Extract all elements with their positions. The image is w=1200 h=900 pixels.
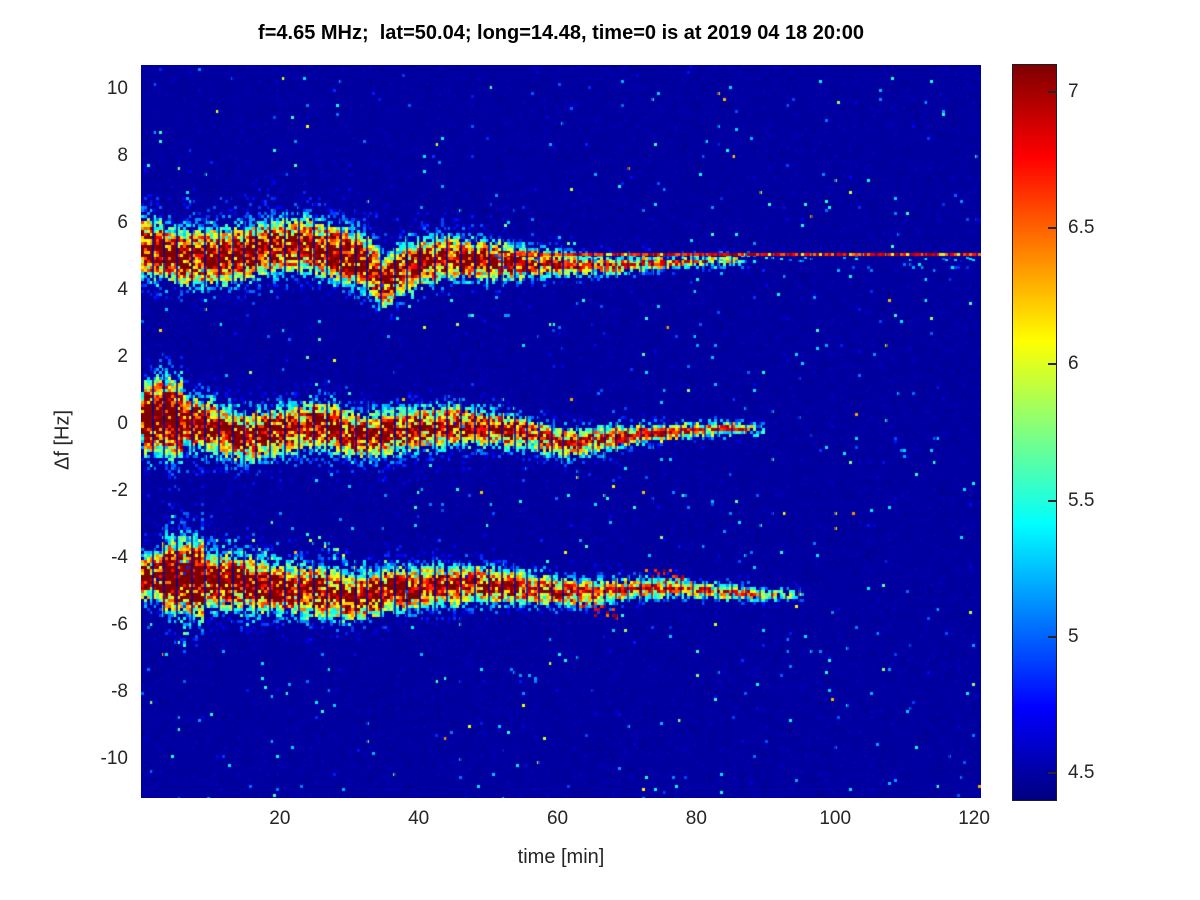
y-tick-label--4: -4: [111, 546, 128, 568]
x-tick-label-60: 60: [546, 808, 569, 829]
colorbar-tick-mark-4.5: [1048, 771, 1057, 774]
y-tick-label-8: 8: [117, 145, 128, 167]
colorbar: [1012, 64, 1057, 801]
colorbar-tick-label-5: 5: [1068, 625, 1079, 647]
y-tick-label-10: 10: [106, 78, 128, 100]
colorbar-tick-label-6: 6: [1068, 353, 1079, 375]
x-tick-label-20: 20: [269, 808, 291, 829]
colorbar-tick-label-6.5: 6.5: [1068, 217, 1095, 239]
colorbar-tick-label-4.5: 4.5: [1068, 761, 1095, 783]
colorbar-tick-mark-6: [1048, 363, 1057, 366]
y-tick-label--8: -8: [111, 680, 128, 702]
plot-title: f=4.65 MHz; lat=50.04; long=14.48, time=…: [258, 22, 864, 44]
colorbar-tick-label-7: 7: [1068, 81, 1079, 103]
colorbar-tick-label-5.5: 5.5: [1068, 489, 1095, 511]
y-tick-label--2: -2: [111, 479, 128, 501]
x-axis-label: time [min]: [517, 846, 605, 868]
colorbar-tick-mark-5.5: [1048, 499, 1057, 502]
y-tick-label-4: 4: [117, 279, 128, 301]
colorbar-tick-mark-5: [1048, 635, 1057, 638]
y-tick-label-6: 6: [117, 212, 128, 234]
y-tick-label--10: -10: [100, 747, 128, 769]
spectrogram-canvas: [141, 65, 981, 798]
x-tick-label-100: 100: [819, 808, 852, 829]
x-tick-label-80: 80: [685, 808, 707, 829]
colorbar-canvas: [1013, 65, 1056, 800]
y-tick-label--6: -6: [111, 613, 128, 635]
x-tick-label-40: 40: [408, 808, 430, 829]
colorbar-tick-mark-6.5: [1048, 227, 1057, 230]
x-tick-label-120: 120: [958, 808, 990, 829]
y-tick-label-0: 0: [117, 412, 128, 434]
colorbar-tick-mark-7: [1048, 91, 1057, 94]
y-tick-label-2: 2: [117, 345, 128, 367]
